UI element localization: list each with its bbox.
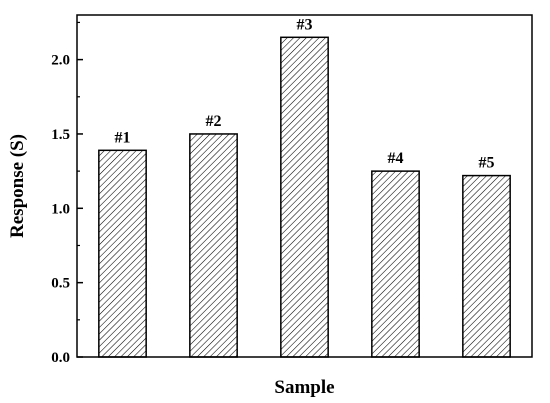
y-tick-label: 0.5 <box>51 276 70 292</box>
y-tick-label: 0.0 <box>51 350 70 366</box>
bar <box>462 174 511 358</box>
y-tick-label: 1.0 <box>51 201 70 217</box>
bar <box>280 36 329 358</box>
y-axis: 0.0 0.5 1.0 1.5 2.0 <box>51 21 83 366</box>
y-tick-label: 2.0 <box>51 53 70 69</box>
y-tick-label: 1.5 <box>51 127 70 143</box>
x-axis-title: Sample <box>274 377 334 398</box>
bar <box>371 170 420 358</box>
y-axis-title: Response (S) <box>7 134 28 238</box>
bar-data-label: #1 <box>115 129 131 146</box>
bar-data-label: #5 <box>479 155 495 172</box>
bar <box>189 133 238 358</box>
bar <box>98 149 147 358</box>
bar-data-label: #4 <box>388 150 404 167</box>
bars <box>98 36 511 358</box>
bar-labels: #1 #2 #3 #4 #5 <box>115 16 495 171</box>
bar-data-label: #3 <box>297 16 313 33</box>
bar-data-label: #2 <box>206 113 222 130</box>
